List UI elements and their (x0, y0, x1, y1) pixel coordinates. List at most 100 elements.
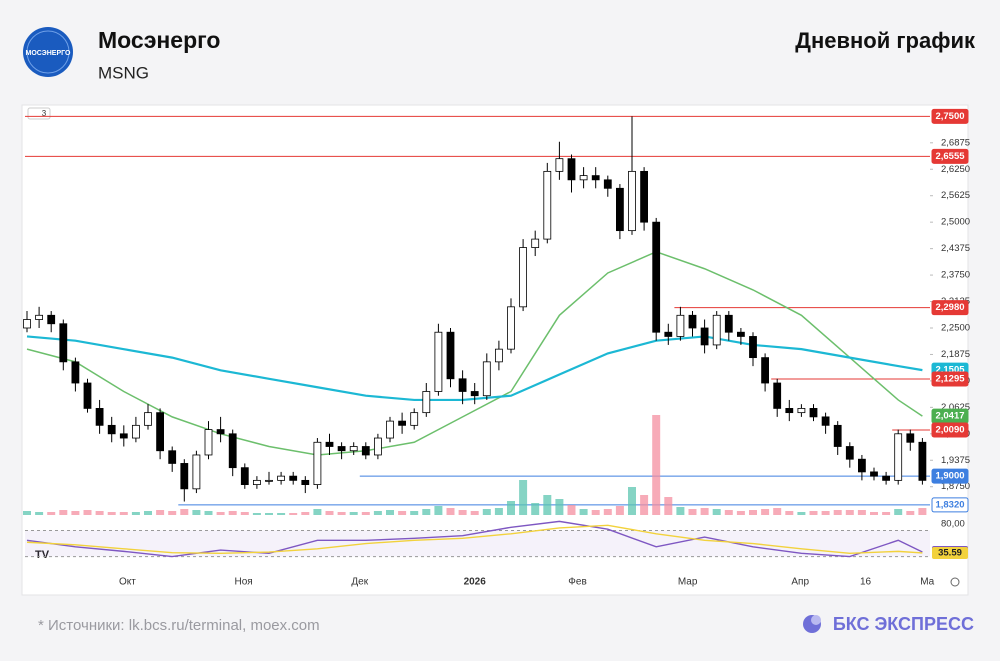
candle-body (603, 179, 612, 189)
volume-bar (797, 512, 806, 515)
volume-bar (192, 510, 201, 515)
plot: 2,68752,62502,56252,50002,43752,37502,31… (23, 108, 970, 588)
price-badge (931, 300, 969, 316)
price-badge (931, 497, 969, 513)
candle-body (71, 361, 80, 384)
volume-bar (265, 513, 273, 515)
candle-body (301, 479, 310, 486)
candle-body (240, 467, 249, 486)
volume-bar (845, 510, 854, 515)
candle-body (700, 327, 709, 346)
candle-body (785, 408, 794, 414)
candle-body (858, 458, 866, 473)
candle-body (773, 382, 782, 409)
volume-bar (555, 499, 564, 515)
volume-bar (591, 510, 600, 515)
rsi-line (26, 520, 923, 558)
volume-bar (458, 510, 467, 515)
volume-bar (373, 511, 382, 515)
candle-body (277, 475, 286, 481)
candle-body (410, 412, 419, 426)
price-badge (931, 371, 969, 387)
volume-bar (761, 509, 770, 515)
rsi-tick-label: 80,00 (941, 519, 965, 530)
x-tick-label: Ноя (234, 577, 252, 588)
logo (23, 27, 73, 77)
candle-body (325, 441, 334, 447)
y-tick-label: 2,1875 (941, 349, 970, 360)
candle-body (664, 331, 673, 337)
volume-bar (519, 480, 528, 515)
candle-body (894, 433, 903, 481)
y-tick-label: 2,0625 (941, 402, 970, 413)
candle-body (591, 175, 600, 181)
candle-body (434, 331, 443, 392)
volume-bar (386, 510, 394, 515)
y-tick-label: 2,5000 (941, 217, 970, 228)
chart-label: Дневной график (795, 28, 976, 53)
candle-body (918, 441, 927, 481)
volume-bar (337, 512, 346, 515)
volume-bar (688, 509, 697, 515)
volume-bar (313, 509, 322, 515)
candle-body (628, 170, 636, 232)
price-badge (931, 148, 969, 164)
volume-bar (628, 487, 636, 515)
moving-average (26, 250, 923, 456)
volume-bar (289, 513, 298, 515)
footer-source: * Источники: lk.bcs.ru/terminal, moex.co… (38, 617, 320, 634)
candle-body (313, 441, 322, 486)
candle-body (567, 158, 576, 181)
collapse-label: 3 (42, 109, 47, 118)
volume-bar (95, 511, 104, 515)
volume-bar (228, 511, 237, 515)
volume-bar (144, 511, 152, 515)
volume-bar (833, 510, 842, 515)
settings-icon[interactable] (950, 577, 960, 587)
candle-body (531, 238, 540, 248)
volume-bar (23, 511, 31, 515)
candle-body (870, 471, 878, 477)
candle-body (555, 158, 564, 172)
price-badge-label: 2,1505 (935, 365, 965, 376)
price-badge-label: 2,1295 (935, 374, 965, 385)
footer-brand: БКС ЭКСПРЕСС (833, 614, 974, 634)
candle-body (543, 170, 552, 240)
candle-body (652, 221, 661, 333)
collapse-button[interactable] (27, 107, 51, 120)
candle-body (204, 429, 213, 456)
volume-bar (482, 509, 491, 515)
candle-body (180, 463, 189, 490)
volume-bar (240, 512, 249, 515)
candle-body (265, 479, 273, 482)
candle-body (398, 420, 407, 426)
tv-mark: TV (35, 549, 50, 561)
volume-bar (821, 511, 830, 515)
candle-body (252, 479, 261, 486)
volume-bar (277, 513, 286, 515)
volume-bar (870, 512, 878, 515)
candle-body (833, 424, 842, 447)
price-badge-label: 1,9000 (935, 471, 964, 482)
volume-bar (434, 506, 443, 515)
price-badge-label: 2,0090 (935, 425, 964, 436)
candle-body (83, 382, 92, 409)
volume-bar (918, 508, 927, 515)
volume-bar (531, 503, 540, 515)
price-badge (931, 108, 969, 124)
x-tick-label: Окт (119, 577, 136, 588)
volume-bar (785, 511, 794, 515)
volume-bar (168, 511, 177, 515)
candle-body (797, 408, 806, 414)
volume-bar (156, 510, 165, 515)
volume-bar (325, 511, 334, 515)
candle-body (724, 314, 733, 333)
volume-bar (216, 512, 225, 515)
volume-bar (543, 495, 552, 515)
candle-body (131, 424, 140, 439)
candle-body (676, 314, 685, 337)
y-tick-label: 1,8750 (941, 481, 970, 492)
price-badge-label: 2,2980 (935, 302, 964, 313)
candle-body (119, 433, 128, 439)
